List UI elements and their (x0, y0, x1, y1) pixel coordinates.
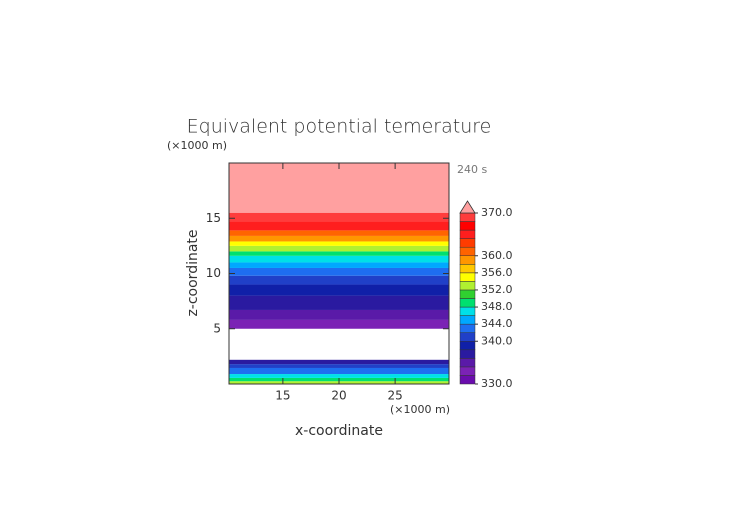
colorbar-tick-label: 370.0 (481, 206, 513, 219)
colorbar-tick-label: 330.0 (481, 377, 513, 390)
contour-band (229, 230, 449, 236)
contour-band (229, 221, 449, 231)
y-tick-label: 5 (213, 321, 221, 335)
colorbar-box (459, 315, 476, 325)
contour-band (229, 245, 449, 252)
contour-band (229, 284, 449, 296)
colorbar-box (459, 229, 476, 239)
contour-band (229, 163, 449, 213)
contour-band (229, 262, 449, 268)
y-tick-label: 10 (206, 266, 221, 280)
colorbar-box (459, 306, 476, 316)
colorbar-tick-label: 360.0 (481, 249, 513, 262)
contour-band (229, 364, 449, 368)
contour-band (229, 251, 449, 256)
colorbar-box (459, 341, 476, 351)
chart-title: Equivalent potential temerature (187, 116, 492, 138)
colorbar-box (459, 221, 476, 231)
contour-band (229, 212, 449, 222)
colorbar-box (459, 212, 476, 222)
contour-band (229, 255, 449, 263)
y-tick-label: 15 (206, 211, 221, 225)
contour-band (229, 275, 449, 285)
colorbar-box (459, 349, 476, 359)
colorbar-tick-label: 340.0 (481, 334, 513, 347)
contour-band (229, 295, 449, 310)
x-tick-label: 25 (387, 389, 402, 403)
colorbar-box (459, 298, 476, 308)
x-axis-label: x-coordinate (295, 423, 383, 439)
contour-band (229, 367, 449, 375)
contour-band (229, 374, 449, 378)
colorbar-box (459, 332, 476, 342)
contour-band (229, 235, 449, 242)
colorbar-box (459, 255, 476, 265)
colorbar-box (459, 264, 476, 274)
colorbar-tick-label: 344.0 (481, 317, 513, 330)
x-tick-label: 20 (331, 389, 346, 403)
contour-band (229, 328, 449, 360)
contour-band (229, 241, 449, 246)
colorbar-box (459, 323, 476, 333)
time-label: 240 s (457, 163, 487, 176)
colorbar-box (459, 238, 476, 248)
colorbar-box (459, 289, 476, 299)
colorbar-box (459, 375, 476, 385)
colorbar-box (459, 246, 476, 256)
colorbar-box (459, 281, 476, 291)
colorbar-tick-label: 352.0 (481, 283, 513, 296)
y-unit: (×1000 m) (167, 139, 227, 152)
x-tick-label: 15 (275, 389, 290, 403)
colorbar-box (459, 358, 476, 368)
contour-band (229, 319, 449, 329)
colorbar-box (459, 272, 476, 282)
contour-band (229, 309, 449, 320)
colorbar-extension (459, 200, 476, 214)
colorbar-tick-label: 356.0 (481, 266, 513, 279)
x-unit: (×1000 m) (390, 403, 450, 416)
colorbar-tick-label: 348.0 (481, 300, 513, 313)
colorbar-box (459, 366, 476, 376)
contour-band (229, 359, 449, 365)
contour-band (229, 267, 449, 276)
y-axis-label: z-coordinate (185, 229, 201, 316)
